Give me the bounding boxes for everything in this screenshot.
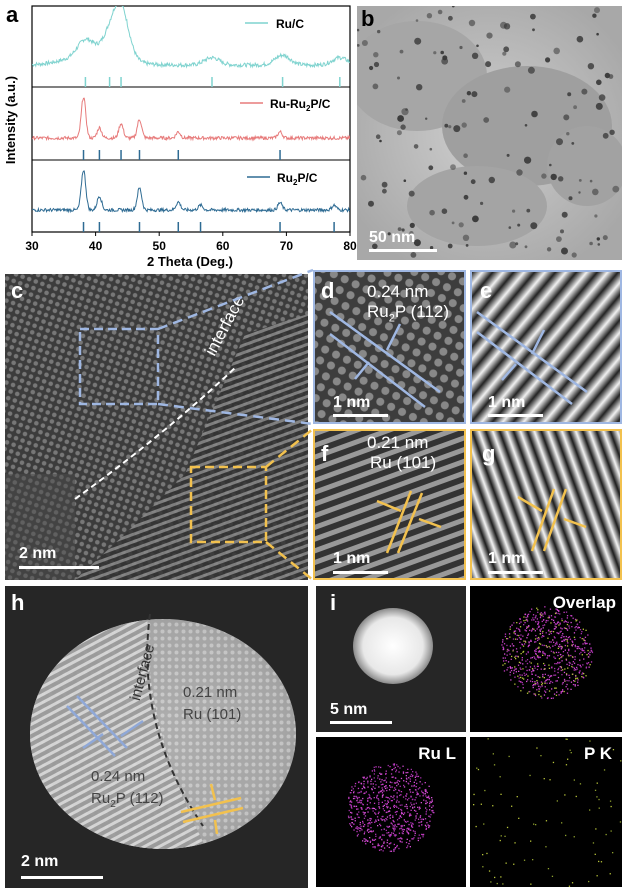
series-line-2 xyxy=(32,170,350,214)
scalebar-g-label: 1 nm xyxy=(488,550,526,567)
overlap-label: Overlap xyxy=(552,593,616,612)
panel-label-h: h xyxy=(11,590,25,615)
tem-particles xyxy=(357,6,622,260)
x-axis-label: 2 Theta (Deg.) xyxy=(147,254,233,269)
eds-map-overlap: Overlap xyxy=(470,586,622,732)
tem-image-b: b 50 nm xyxy=(357,6,622,260)
panel-label-c: c xyxy=(11,278,24,303)
scalebar-g xyxy=(488,571,543,574)
f-phase: Ru (101) xyxy=(370,453,437,472)
x-tick-label-70: 70 xyxy=(280,239,294,253)
h-rup-spacing: 0.24 nm xyxy=(91,768,146,785)
legend-ruc: Ru/C xyxy=(276,17,304,31)
scalebar-i xyxy=(330,721,392,724)
x-tick-label-50: 50 xyxy=(153,239,167,253)
scalebar-h-label: 2 nm xyxy=(21,853,59,870)
series-line-0 xyxy=(32,6,350,69)
x-tick-label-40: 40 xyxy=(89,239,103,253)
x-tick-label-80: 80 xyxy=(343,239,357,253)
zoom-image-f: f 0.21 nm Ru (101) 1 nm xyxy=(313,429,466,580)
panel-label-d: d xyxy=(321,278,335,303)
scalebar-b-label: 50 nm xyxy=(369,229,416,246)
scalebar-f xyxy=(333,571,388,574)
scalebar-h xyxy=(21,876,103,879)
hrtem-image-c: c interface 2 nm xyxy=(5,274,308,580)
panel-label-a: a xyxy=(6,2,19,27)
panel-label-e: e xyxy=(480,278,493,303)
panel-label-f: f xyxy=(321,441,329,466)
h-rup-phase: Ru2P (112) xyxy=(91,790,164,810)
scalebar-d-label: 1 nm xyxy=(333,394,371,411)
y-axis-label: Intensity (a.u.) xyxy=(3,76,18,164)
legend-rup: Ru2P/C xyxy=(277,171,318,187)
eds-map-p: P K xyxy=(470,737,622,887)
scalebar-f-label: 1 nm xyxy=(333,550,371,567)
panel-label-b: b xyxy=(361,6,375,31)
panel-label-g: g xyxy=(482,441,496,466)
x-tick-label-60: 60 xyxy=(216,239,230,253)
f-spacing: 0.21 nm xyxy=(367,433,429,452)
scalebar-b xyxy=(369,249,437,252)
scalebar-e-label: 1 nm xyxy=(488,394,526,411)
scalebar-e xyxy=(488,414,543,417)
scalebar-i-label: 5 nm xyxy=(330,701,368,718)
fft-image-g: g 1 nm xyxy=(470,429,622,580)
d-spacing: 0.24 nm xyxy=(367,282,429,301)
scalebar-c xyxy=(19,566,99,569)
scalebar-d xyxy=(333,414,388,417)
xrd-chart: 30 40 50 60 70 80 Intensity (a.u.) 2 Theta (D… xyxy=(3,5,357,269)
haadf-image-h: h interface 0.21 nm Ru (101) 0.24 nm Ru2… xyxy=(5,586,308,888)
zoom-image-d: d 0.24 nm Ru2P (112) 1 nm xyxy=(313,270,466,424)
legend-rurup: Ru-Ru2P/C xyxy=(270,97,331,113)
x-tick-label-30: 30 xyxy=(25,239,39,253)
d-phase: Ru2P (112) xyxy=(367,302,450,325)
fft-image-e: e 1 nm xyxy=(470,270,622,424)
haadf-image-i: i 5 nm xyxy=(316,586,466,732)
eds-map-ru: Ru L xyxy=(316,737,466,887)
h-ru-phase: Ru (101) xyxy=(183,706,242,723)
panel-label-i: i xyxy=(330,590,337,615)
p-map-label: P K xyxy=(583,744,612,763)
scalebar-c-label: 2 nm xyxy=(19,545,57,562)
ru-map-label: Ru L xyxy=(418,744,456,763)
h-ru-spacing: 0.21 nm xyxy=(183,684,238,701)
series-line-1 xyxy=(32,97,350,142)
